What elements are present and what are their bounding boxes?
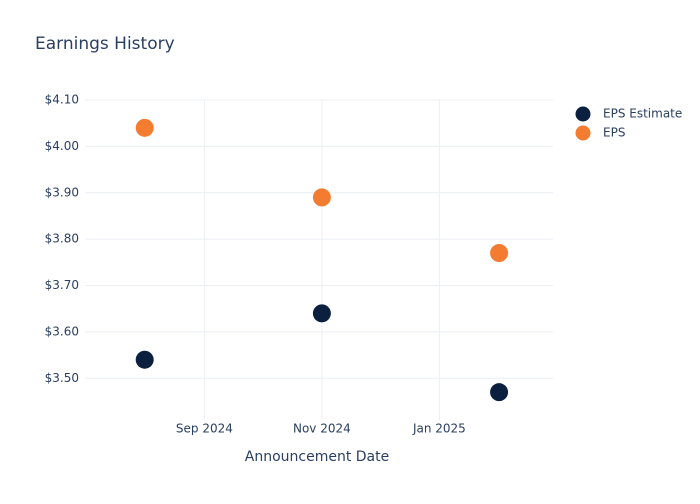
point — [312, 188, 331, 207]
legend-label: EPS Estimate — [603, 107, 682, 121]
chart-title: Earnings History — [35, 34, 175, 54]
point — [490, 244, 509, 263]
legend-marker — [575, 106, 591, 122]
y-tick-label: $3.60 — [45, 324, 79, 338]
x-axis-label: Announcement Date — [245, 449, 389, 465]
y-tick-label: $3.90 — [45, 185, 79, 199]
point — [135, 350, 154, 369]
x-tick-label: Jan 2025 — [412, 422, 466, 436]
legend-label: EPS — [603, 126, 625, 140]
y-tick-label: $3.70 — [45, 278, 79, 292]
y-tick-label: $3.50 — [45, 371, 79, 385]
point — [312, 304, 331, 323]
point — [135, 118, 154, 137]
legend-marker — [575, 125, 591, 141]
y-tick-label: $4.00 — [45, 139, 79, 153]
y-tick-label: $4.10 — [45, 93, 79, 107]
x-tick-label: Sep 2024 — [176, 422, 233, 436]
point — [490, 383, 509, 402]
y-tick-label: $3.80 — [45, 232, 79, 246]
x-tick-label: Nov 2024 — [293, 422, 351, 436]
